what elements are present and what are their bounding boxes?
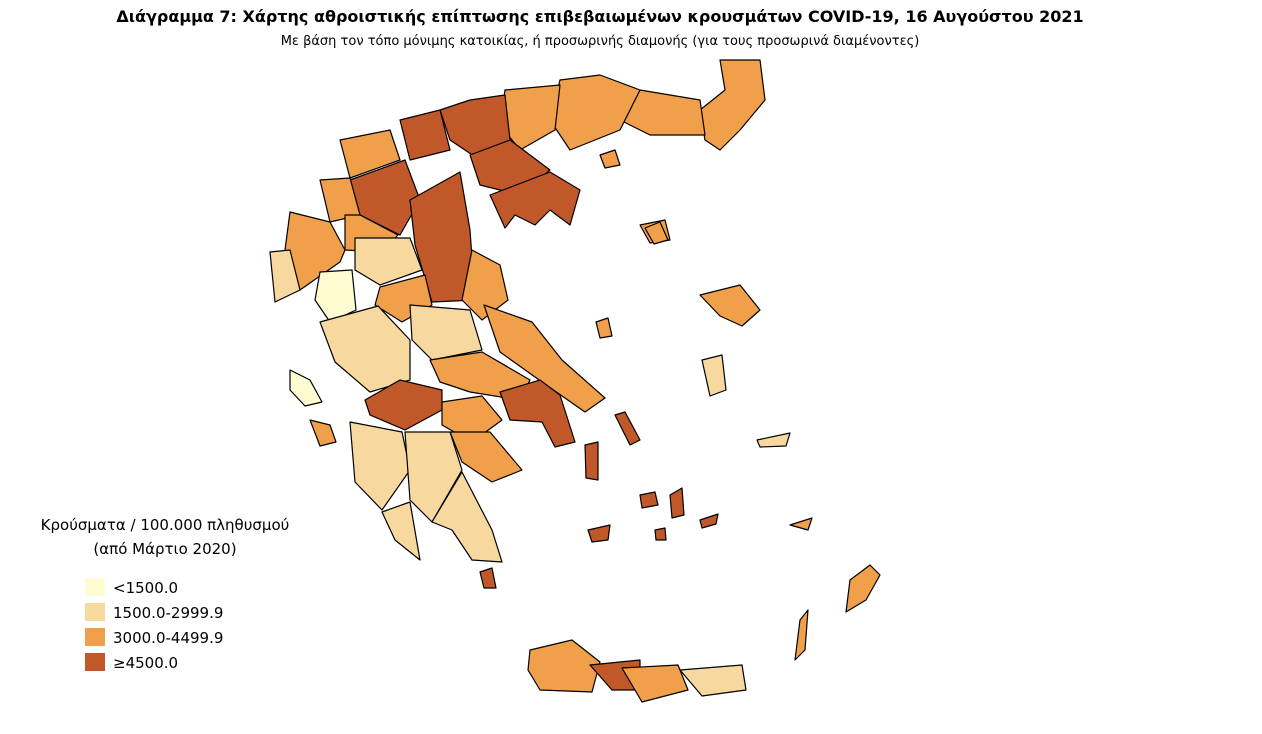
region [845, 564, 881, 613]
region [654, 527, 667, 541]
region [599, 149, 621, 169]
region [339, 129, 401, 179]
region [269, 249, 301, 303]
legend-subtitle: (από Μάρτιο 2020) [93, 540, 236, 558]
region [449, 431, 523, 483]
region [794, 609, 809, 661]
region [639, 491, 659, 509]
region [381, 501, 421, 561]
region [489, 171, 581, 229]
region [354, 237, 423, 286]
region [584, 441, 599, 481]
region [289, 369, 323, 407]
region [441, 395, 503, 443]
region [349, 421, 411, 511]
region [587, 524, 611, 543]
legend-swatch [85, 578, 105, 596]
region [669, 487, 685, 519]
region [479, 567, 497, 589]
legend-swatch [85, 653, 105, 671]
region [595, 317, 613, 339]
region [409, 304, 483, 361]
region [789, 517, 813, 531]
legend-label: 3000.0-4499.9 [113, 629, 223, 647]
region [756, 432, 791, 448]
legend: <1500.0 1500.0-2999.9 3000.0-4499.9 ≥4500.0 [85, 578, 223, 672]
legend-label: ≥4500.0 [113, 654, 178, 672]
region [549, 74, 641, 151]
title: Διάγραμμα 7: Χάρτης αθροιστικής επίπτωση… [116, 7, 1083, 26]
region [614, 411, 641, 446]
legend-title: Κρούσματα / 100.000 πληθυσμού [41, 516, 290, 534]
region [309, 419, 337, 447]
region [701, 354, 727, 397]
region [431, 471, 503, 563]
subtitle: Με βάση τον τόπο μόνιμης κατοικίας, ή πρ… [281, 34, 920, 49]
region [499, 379, 576, 448]
legend-swatch [85, 603, 105, 621]
legend-swatch [85, 628, 105, 646]
region [483, 304, 606, 413]
legend-label: 1500.0-2999.9 [113, 604, 223, 622]
region [679, 664, 747, 697]
region [699, 284, 761, 327]
region [621, 664, 689, 703]
region [527, 639, 601, 693]
regions [269, 59, 881, 703]
region [399, 109, 451, 161]
region [644, 221, 669, 245]
region [319, 305, 411, 393]
legend-label: <1500.0 [113, 579, 178, 597]
region [699, 513, 719, 529]
region [699, 59, 766, 151]
